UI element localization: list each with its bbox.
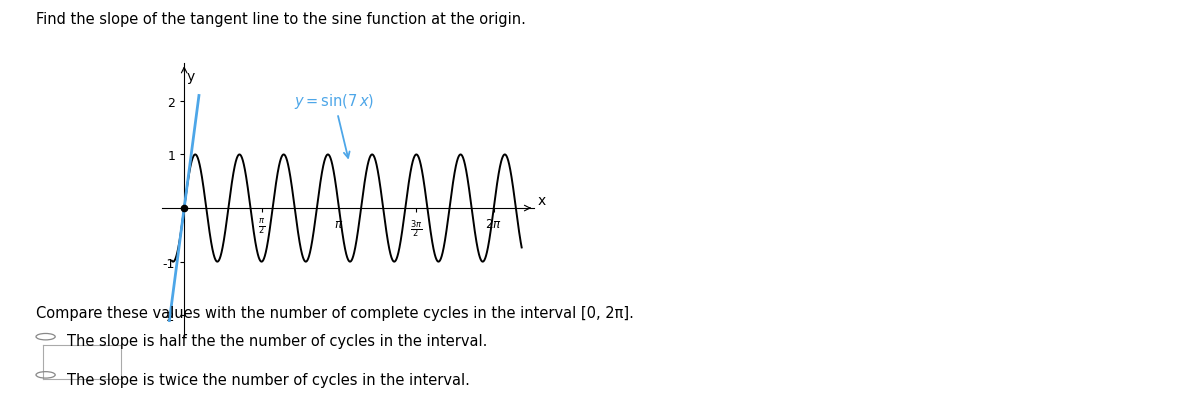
Text: Compare these values with the number of complete cycles in the interval [0, 2π].: Compare these values with the number of … — [36, 305, 634, 320]
Text: Find the slope of the tangent line to the sine function at the origin.: Find the slope of the tangent line to th… — [36, 12, 526, 27]
Text: The slope is twice the number of cycles in the interval.: The slope is twice the number of cycles … — [67, 372, 470, 387]
Text: x: x — [538, 194, 546, 207]
Text: The slope is half the the number of cycles in the interval.: The slope is half the the number of cycl… — [67, 334, 487, 348]
Text: $y = \sin(7\,x)$: $y = \sin(7\,x)$ — [294, 92, 374, 158]
Text: y: y — [187, 69, 194, 83]
